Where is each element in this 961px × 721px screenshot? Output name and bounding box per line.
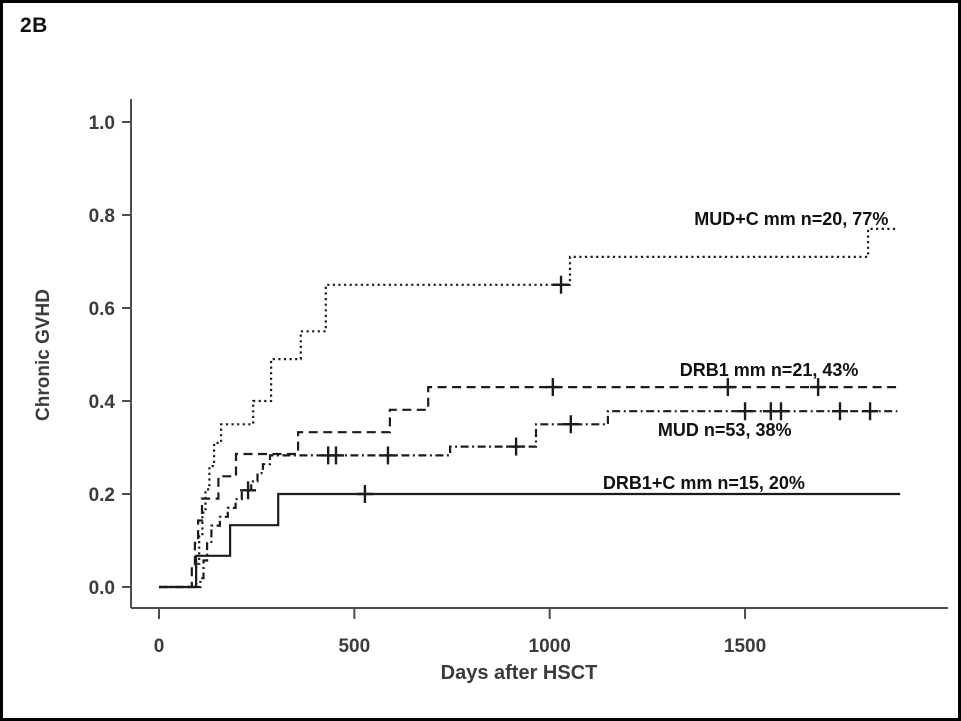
series-drb1-c-mm: DRB1+C mm n=15, 20% xyxy=(159,473,901,589)
chronic-gvhd-cumulative-incidence-chart: 0.0 0.2 0.4 0.6 0.8 1.0 0 500 1000 1500 Days after… xyxy=(33,99,948,684)
y-tick-label: 0.2 xyxy=(89,485,115,506)
series-mud-c-mm: MUD+C mm n=20, 77% xyxy=(159,209,898,589)
x-tick-label: 1000 xyxy=(529,636,571,657)
y-tick-label: 0.4 xyxy=(89,392,116,413)
censor-mark xyxy=(862,402,879,421)
curve-mud xyxy=(159,410,898,589)
censor-mark xyxy=(810,378,827,397)
censor-mark xyxy=(772,402,789,421)
y-axis-title: Chronic GVHD xyxy=(33,289,54,421)
curve-mud-c-mm xyxy=(159,227,898,589)
y-tick-label: 1.0 xyxy=(89,113,115,134)
curve-label-drb1-mm: DRB1 mm n=21, 43% xyxy=(680,360,859,380)
censor-mark xyxy=(240,481,257,500)
censor-mark xyxy=(719,378,736,397)
series-drb1-mm: DRB1 mm n=21, 43% xyxy=(159,360,898,589)
curve-label-mud-c-mm: MUD+C mm n=20, 77% xyxy=(694,209,888,229)
curve-label-mud: MUD n=53, 38% xyxy=(658,420,792,440)
curve-drb1-c-mm xyxy=(159,492,901,589)
y-tick-label: 0.6 xyxy=(89,299,115,320)
censor-mark xyxy=(831,402,848,421)
x-axis-title: Days after HSCT xyxy=(441,662,598,684)
curve-drb1-mm xyxy=(159,386,898,589)
x-tick-label: 0 xyxy=(154,636,165,657)
x-tick-label: 1500 xyxy=(724,636,766,657)
series-mud: MUD n=53, 38% xyxy=(159,402,898,589)
censor-mark xyxy=(553,275,570,294)
censor-mark xyxy=(508,437,525,456)
curve-label-drb1-c-mm: DRB1+C mm n=15, 20% xyxy=(603,473,805,493)
axes: 0.0 0.2 0.4 0.6 0.8 1.0 0 500 1000 1500 xyxy=(89,99,948,657)
censor-mark xyxy=(562,415,579,434)
censor-mark xyxy=(327,446,344,465)
x-tick-label: 500 xyxy=(338,636,370,657)
censor-mark xyxy=(544,378,561,397)
censor-mark xyxy=(379,446,396,465)
y-tick-label: 0.0 xyxy=(89,578,115,599)
y-tick-label: 0.8 xyxy=(89,206,115,227)
censor-mark xyxy=(356,485,373,503)
censor-mark xyxy=(737,402,754,421)
panel-label: 2B xyxy=(20,14,48,37)
